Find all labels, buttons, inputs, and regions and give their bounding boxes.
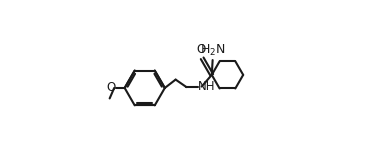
Text: H$_2$N: H$_2$N — [200, 43, 226, 58]
Text: O: O — [106, 82, 116, 95]
Text: NH: NH — [198, 80, 216, 93]
Text: O: O — [196, 43, 206, 56]
